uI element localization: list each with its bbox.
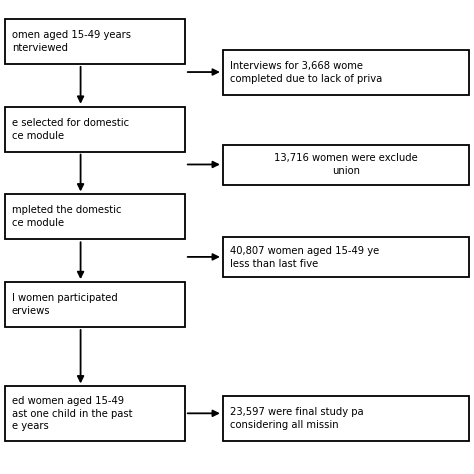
Text: nterviewed: nterviewed	[12, 43, 68, 53]
Text: ast one child in the past: ast one child in the past	[12, 409, 132, 419]
Text: considering all missin: considering all missin	[230, 419, 338, 430]
Text: Interviews for 3,668 wome: Interviews for 3,668 wome	[230, 61, 363, 71]
Text: completed due to lack of priva: completed due to lack of priva	[230, 73, 382, 84]
FancyBboxPatch shape	[5, 386, 185, 441]
FancyBboxPatch shape	[5, 282, 185, 327]
Text: e years: e years	[12, 421, 49, 431]
FancyBboxPatch shape	[223, 237, 469, 277]
FancyBboxPatch shape	[5, 194, 185, 239]
Text: 23,597 were final study pa: 23,597 were final study pa	[230, 407, 364, 417]
Text: less than last five: less than last five	[230, 258, 318, 269]
Text: 40,807 women aged 15-49 ye: 40,807 women aged 15-49 ye	[230, 246, 379, 256]
Text: omen aged 15-49 years: omen aged 15-49 years	[12, 30, 131, 40]
FancyBboxPatch shape	[223, 145, 469, 185]
Text: 13,716 women were exclude: 13,716 women were exclude	[274, 153, 418, 164]
Text: mpleted the domestic: mpleted the domestic	[12, 205, 121, 216]
Text: union: union	[332, 166, 360, 176]
Text: ce module: ce module	[12, 218, 64, 228]
Text: l women participated: l women participated	[12, 293, 118, 303]
Text: ed women aged 15-49: ed women aged 15-49	[12, 396, 124, 406]
FancyBboxPatch shape	[223, 50, 469, 95]
Text: e selected for domestic: e selected for domestic	[12, 118, 129, 128]
Text: erviews: erviews	[12, 306, 50, 316]
FancyBboxPatch shape	[5, 107, 185, 152]
Text: ce module: ce module	[12, 130, 64, 141]
FancyBboxPatch shape	[5, 19, 185, 64]
FancyBboxPatch shape	[223, 396, 469, 441]
